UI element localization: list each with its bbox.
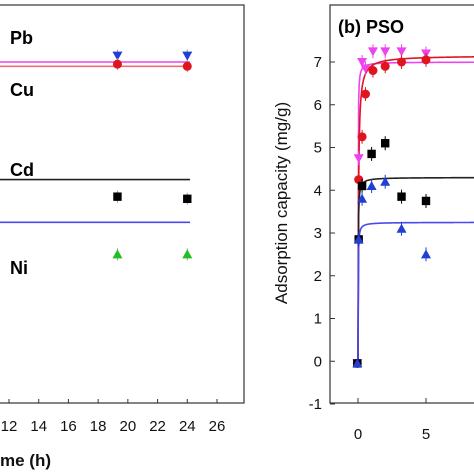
right-point-series-3: [421, 249, 431, 259]
right-point-series-0: [396, 47, 407, 57]
left-fit-lines: [0, 61, 190, 224]
right-fit-curve-1: [357, 56, 474, 362]
left-x-tick-label: 22: [149, 418, 166, 435]
left-point-ni: [112, 249, 123, 259]
right-point-series-3: [357, 193, 368, 203]
right-point-series-1: [397, 57, 407, 67]
right-point-series-2: [357, 181, 367, 191]
right-y-tick-label: -1: [309, 396, 322, 413]
right-axis-ticks: -1 0 1 2 3 4 5 6 7 0 5: [309, 54, 431, 443]
right-point-series-3: [366, 180, 377, 190]
right-y-tick-label: 1: [314, 311, 322, 328]
right-y-tick-label: 5: [314, 140, 322, 157]
left-series-labels: Pb Cu Cd Ni: [10, 28, 34, 278]
left-point-cu: [182, 61, 192, 71]
right-point-series-1: [357, 132, 367, 142]
left-x-tick-label: 24: [179, 418, 196, 435]
right-point-series-0: [360, 64, 371, 74]
left-point-pb: [182, 51, 193, 61]
left-point-cu: [112, 59, 122, 69]
left-series-label-cd: Cd: [10, 160, 34, 180]
right-point-series-0: [380, 47, 391, 57]
left-point-cd: [113, 192, 122, 201]
right-fit-curve-3: [357, 221, 474, 362]
left-panel: 12 14 16 18 20 22 24 26 Pb Cu Cd Ni me (h): [0, 4, 245, 470]
left-series-label-cu: Cu: [10, 80, 34, 100]
right-data-points: [352, 44, 431, 369]
right-point-series-1: [368, 66, 378, 76]
right-point-series-3: [352, 358, 363, 368]
right-point-series-1: [360, 89, 370, 99]
right-x-tick-label: 5: [422, 426, 430, 443]
right-y-axis-label: Adsorption capacity (mg/g): [272, 102, 291, 304]
right-point-series-1: [421, 55, 431, 65]
right-point-series-2: [367, 149, 376, 159]
right-point-series-3: [353, 234, 364, 244]
left-x-tick-label: 26: [209, 418, 226, 435]
left-point-pb: [112, 51, 123, 61]
left-plot-frame: [0, 4, 245, 404]
left-point-cd: [183, 194, 192, 203]
right-fit-curves: [357, 56, 474, 362]
left-x-tick-label: 12: [1, 418, 18, 435]
right-x-tick-label: 0: [354, 426, 362, 443]
left-x-tick-label: 20: [120, 418, 137, 435]
right-point-series-0: [367, 47, 378, 57]
right-fit-curve-2: [357, 176, 474, 362]
left-x-axis-label: me (h): [0, 451, 51, 470]
left-data-points: [112, 49, 193, 261]
left-point-ni: [182, 249, 193, 259]
right-point-series-3: [380, 176, 391, 186]
left-x-tick-label: 14: [30, 418, 47, 435]
right-y-tick-label: 3: [314, 225, 322, 242]
right-panel: (b) PSO Adsorption capacity (mg/g) -1 0 1 2…: [272, 4, 474, 443]
right-panel-title: (b) PSO: [338, 17, 404, 37]
right-point-series-2: [397, 192, 406, 201]
right-y-tick-label: 4: [314, 182, 322, 199]
right-point-series-1: [380, 61, 390, 71]
right-y-tick-label: 2: [314, 268, 322, 285]
right-y-tick-label: 7: [314, 54, 322, 71]
left-x-tick-label: 16: [60, 418, 77, 435]
right-y-tick-label: 0: [314, 353, 322, 370]
right-point-series-2: [381, 139, 390, 148]
right-fit-curve-0: [357, 61, 474, 362]
right-y-tick-label: 6: [314, 97, 322, 114]
right-point-series-0: [353, 154, 364, 164]
right-point-series-2: [421, 196, 431, 206]
left-series-label-ni: Ni: [10, 258, 28, 278]
left-x-ticks: 12 14 16 18 20 22 24 26: [1, 399, 226, 435]
right-point-series-0: [357, 58, 368, 67]
right-plot-frame: [329, 4, 474, 404]
left-x-tick-label: 18: [90, 418, 107, 435]
right-point-series-3: [396, 223, 407, 233]
left-series-label-pb: Pb: [10, 28, 33, 48]
